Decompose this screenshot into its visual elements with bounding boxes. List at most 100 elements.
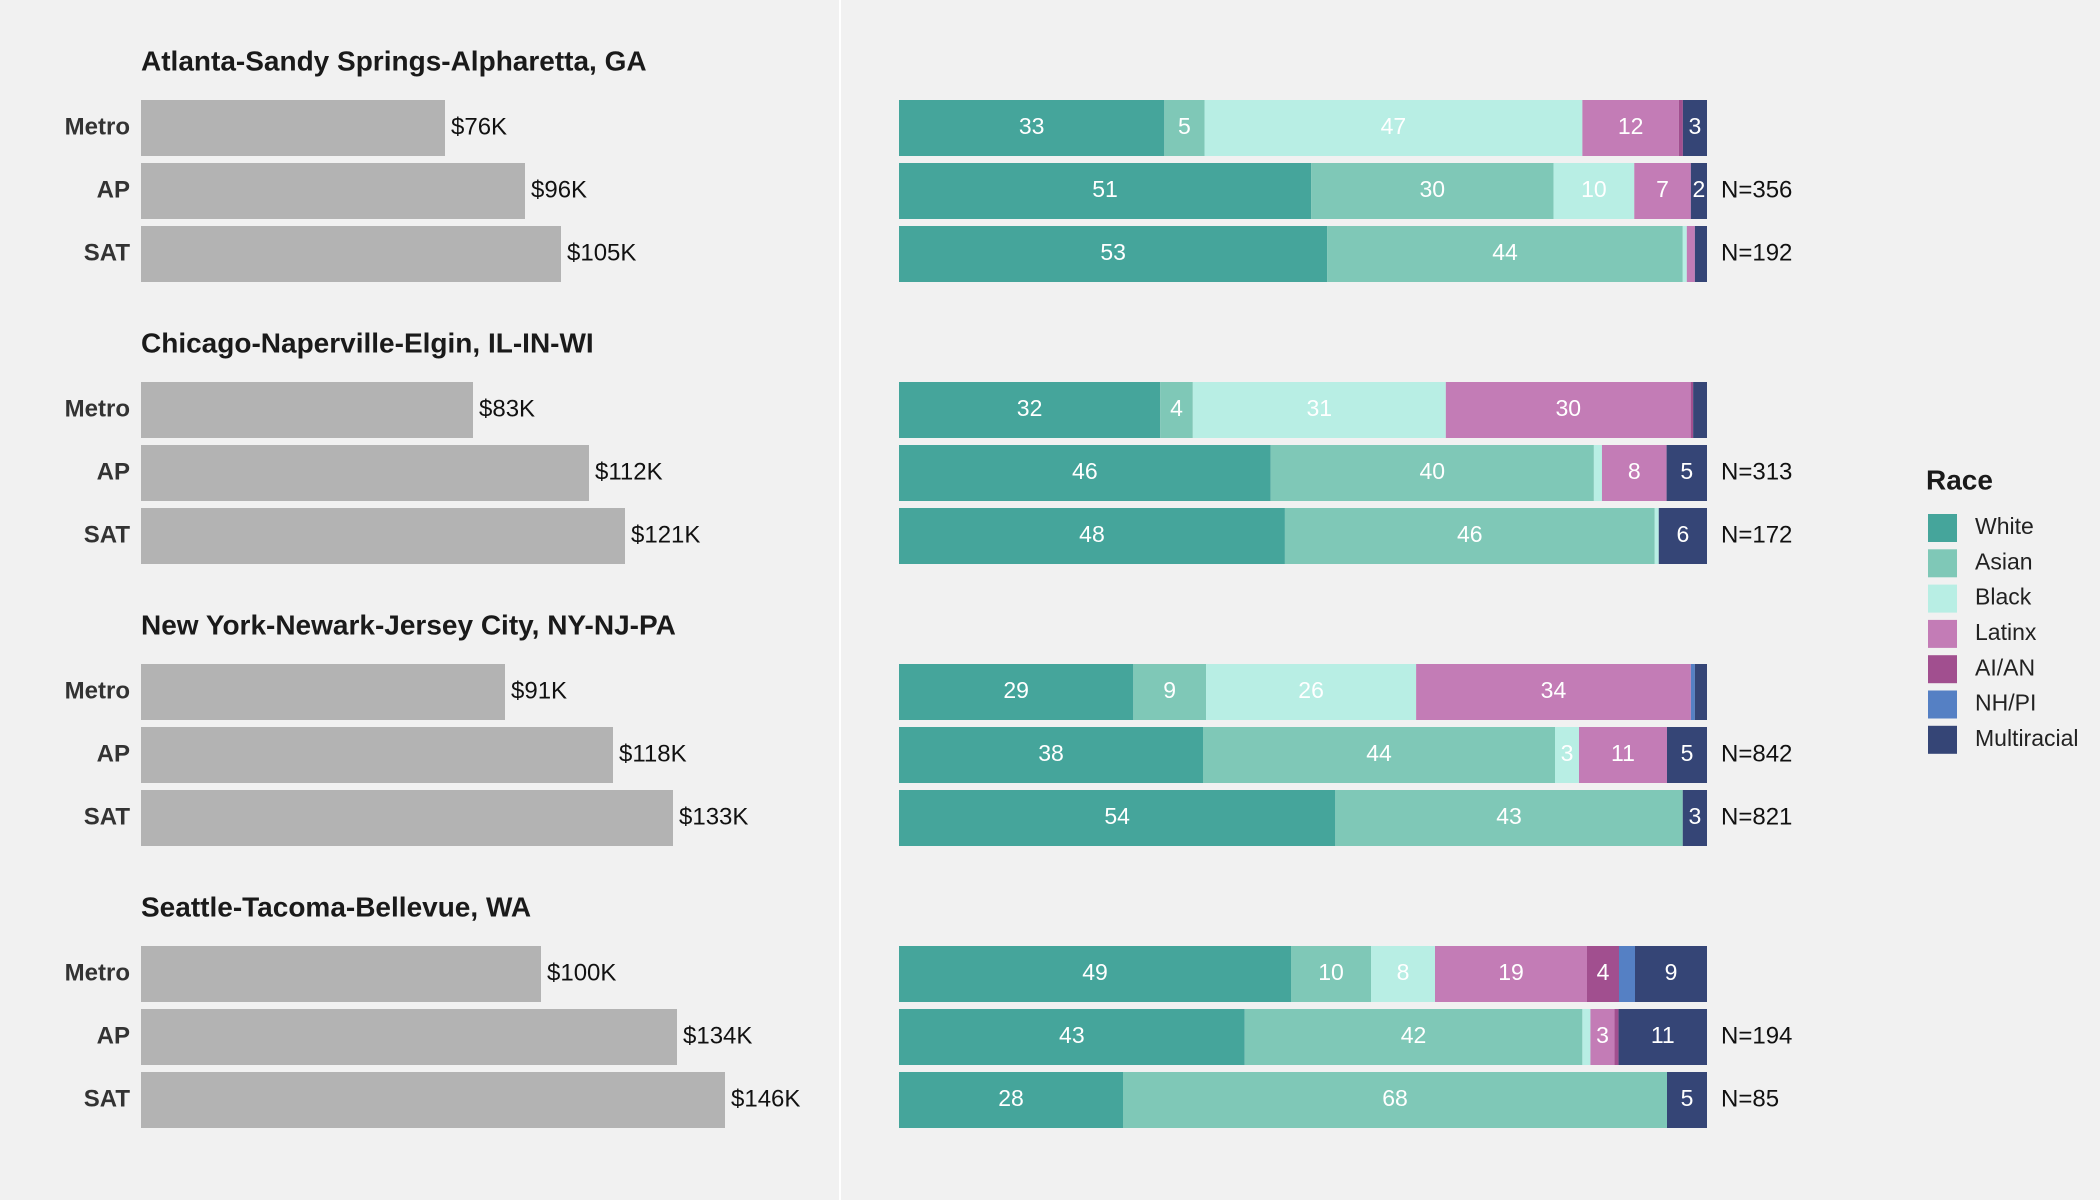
sample-size-label: N=192 (1721, 239, 1792, 266)
race-segment (1666, 445, 1707, 501)
race-segment (1192, 382, 1446, 438)
segment-label: 44 (1492, 239, 1518, 265)
race-segment (1371, 946, 1435, 1002)
income-label: $76K (451, 113, 507, 140)
race-segment (1590, 1009, 1615, 1065)
segment-label: 48 (1079, 521, 1105, 547)
race-segment (1582, 1009, 1591, 1065)
segment-label: 40 (1419, 458, 1445, 484)
segment-label: 12 (1618, 113, 1644, 139)
region-title: New York-Newark-Jersey City, NY-NJ-PA (141, 609, 676, 640)
legend-swatch (1928, 514, 1957, 542)
race-segment (1690, 163, 1707, 219)
race-segment (1416, 664, 1691, 720)
income-label: $112K (595, 458, 663, 485)
segment-label: 11 (1611, 740, 1635, 766)
race-segment (899, 1072, 1123, 1128)
race-segment (899, 508, 1285, 564)
race-segment (899, 163, 1312, 219)
race-segment (1635, 946, 1707, 1002)
race-segment (1587, 946, 1619, 1002)
race-segment (1619, 946, 1635, 1002)
region-title: Atlanta-Sandy Springs-Alpharetta, GA (141, 45, 647, 76)
income-bar (141, 163, 525, 219)
race-segment (899, 664, 1134, 720)
segment-label: 28 (998, 1085, 1024, 1111)
region-group: Atlanta-Sandy Springs-Alpharetta, GA Metr… (65, 45, 1792, 282)
race-segment (899, 226, 1328, 282)
race-segment (1553, 163, 1635, 219)
race-segment (899, 445, 1271, 501)
income-label: $96K (531, 176, 587, 203)
sample-size-label: N=356 (1721, 176, 1792, 203)
legend-swatch (1928, 549, 1957, 578)
income-label: $91K (511, 677, 567, 704)
legend-swatch (1928, 725, 1957, 754)
race-segment (1690, 382, 1694, 438)
legend-swatch (1928, 690, 1957, 719)
segment-label: 29 (1003, 677, 1029, 703)
income-label: $105K (567, 239, 636, 266)
race-segment (1579, 727, 1667, 783)
income-label: $121K (631, 521, 700, 548)
segment-label: 4 (1597, 959, 1610, 985)
legend: Race White Asian Black Latinx AI/AN NH/PI Multi… (1926, 464, 2079, 754)
segment-label: 32 (1017, 395, 1043, 421)
race-segment (1311, 163, 1554, 219)
legend-label: Latinx (1975, 619, 2037, 645)
income-bar (141, 382, 473, 438)
race-segment (1601, 445, 1667, 501)
region-title: Chicago-Naperville-Elgin, IL-IN-WI (141, 327, 594, 358)
segment-label: 8 (1397, 959, 1410, 985)
race-segment (1206, 664, 1417, 720)
row-label: Metro (65, 395, 130, 422)
income-bar (141, 664, 505, 720)
row-label: Metro (65, 677, 130, 704)
sample-size-label: N=821 (1721, 803, 1792, 830)
income-bar (141, 1009, 677, 1065)
segment-label: 26 (1298, 677, 1324, 703)
row-label: AP (97, 176, 130, 203)
segment-label: 47 (1381, 113, 1407, 139)
race-segment (1682, 100, 1707, 156)
segment-label: 68 (1382, 1085, 1408, 1111)
segment-label: 5 (1681, 1085, 1694, 1111)
segment-label: 4 (1170, 395, 1183, 421)
segment-label: 3 (1596, 1022, 1609, 1048)
race-segment (1284, 508, 1655, 564)
legend-title: Race (1926, 464, 1993, 495)
race-segment (1667, 727, 1707, 783)
segment-label: 46 (1457, 521, 1483, 547)
segment-label: 10 (1318, 959, 1344, 985)
income-bar (141, 445, 589, 501)
segment-label: 5 (1178, 113, 1191, 139)
race-segment (1160, 382, 1193, 438)
segment-label: 43 (1496, 803, 1522, 829)
race-segment (1682, 226, 1687, 282)
legend-label: Black (1975, 584, 2032, 610)
sample-size-label: N=842 (1721, 740, 1792, 767)
region-group: Chicago-Naperville-Elgin, IL-IN-WI Metro $… (65, 327, 1792, 564)
race-segment (1693, 382, 1707, 438)
legend-label: White (1975, 513, 2034, 539)
race-segment (1445, 382, 1691, 438)
income-bar (141, 790, 673, 846)
race-segment (1555, 727, 1579, 783)
segment-label: 9 (1665, 959, 1678, 985)
race-segment (1435, 946, 1587, 1002)
income-label: $146K (731, 1085, 800, 1112)
race-segment (1270, 445, 1594, 501)
race-segment (1618, 1009, 1707, 1065)
race-segment (1164, 100, 1205, 156)
segment-label: 42 (1401, 1022, 1427, 1048)
income-label: $118K (619, 740, 687, 767)
income-label: $83K (479, 395, 535, 422)
race-segment (1133, 664, 1207, 720)
race-segment (1694, 664, 1707, 720)
segment-label: 54 (1104, 803, 1130, 829)
row-label: Metro (65, 113, 130, 140)
sample-size-label: N=85 (1721, 1085, 1779, 1112)
segment-label: 10 (1581, 176, 1607, 202)
